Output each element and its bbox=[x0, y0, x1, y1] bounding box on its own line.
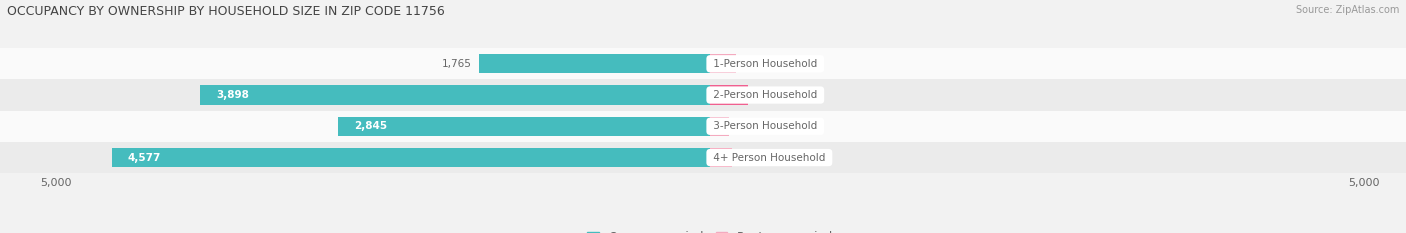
Text: 4,577: 4,577 bbox=[127, 153, 160, 163]
Text: 1,765: 1,765 bbox=[441, 59, 471, 69]
Bar bbox=[0, 142, 1406, 173]
Text: 4+ Person Household: 4+ Person Household bbox=[710, 153, 828, 163]
Text: 2-Person Household: 2-Person Household bbox=[710, 90, 821, 100]
Text: 168: 168 bbox=[740, 153, 759, 163]
Text: 3-Person Household: 3-Person Household bbox=[710, 121, 821, 131]
Text: 3,898: 3,898 bbox=[217, 90, 249, 100]
Bar bbox=[0, 79, 1406, 111]
Legend: Owner-occupied, Renter-occupied: Owner-occupied, Renter-occupied bbox=[582, 226, 838, 233]
Text: Source: ZipAtlas.com: Source: ZipAtlas.com bbox=[1295, 5, 1399, 15]
Bar bbox=[0, 111, 1406, 142]
Bar bbox=[337, 116, 710, 136]
Bar bbox=[0, 48, 1406, 79]
Bar bbox=[710, 85, 748, 105]
Bar bbox=[710, 148, 733, 167]
Bar bbox=[111, 148, 710, 167]
Text: 1-Person Household: 1-Person Household bbox=[710, 59, 821, 69]
Text: 291: 291 bbox=[756, 90, 776, 100]
Text: 146: 146 bbox=[737, 121, 756, 131]
Bar bbox=[710, 54, 735, 73]
Bar bbox=[479, 54, 710, 73]
Text: OCCUPANCY BY OWNERSHIP BY HOUSEHOLD SIZE IN ZIP CODE 11756: OCCUPANCY BY OWNERSHIP BY HOUSEHOLD SIZE… bbox=[7, 5, 444, 18]
Text: 2,845: 2,845 bbox=[354, 121, 387, 131]
Bar bbox=[710, 116, 730, 136]
Text: 196: 196 bbox=[744, 59, 763, 69]
Bar bbox=[200, 85, 710, 105]
